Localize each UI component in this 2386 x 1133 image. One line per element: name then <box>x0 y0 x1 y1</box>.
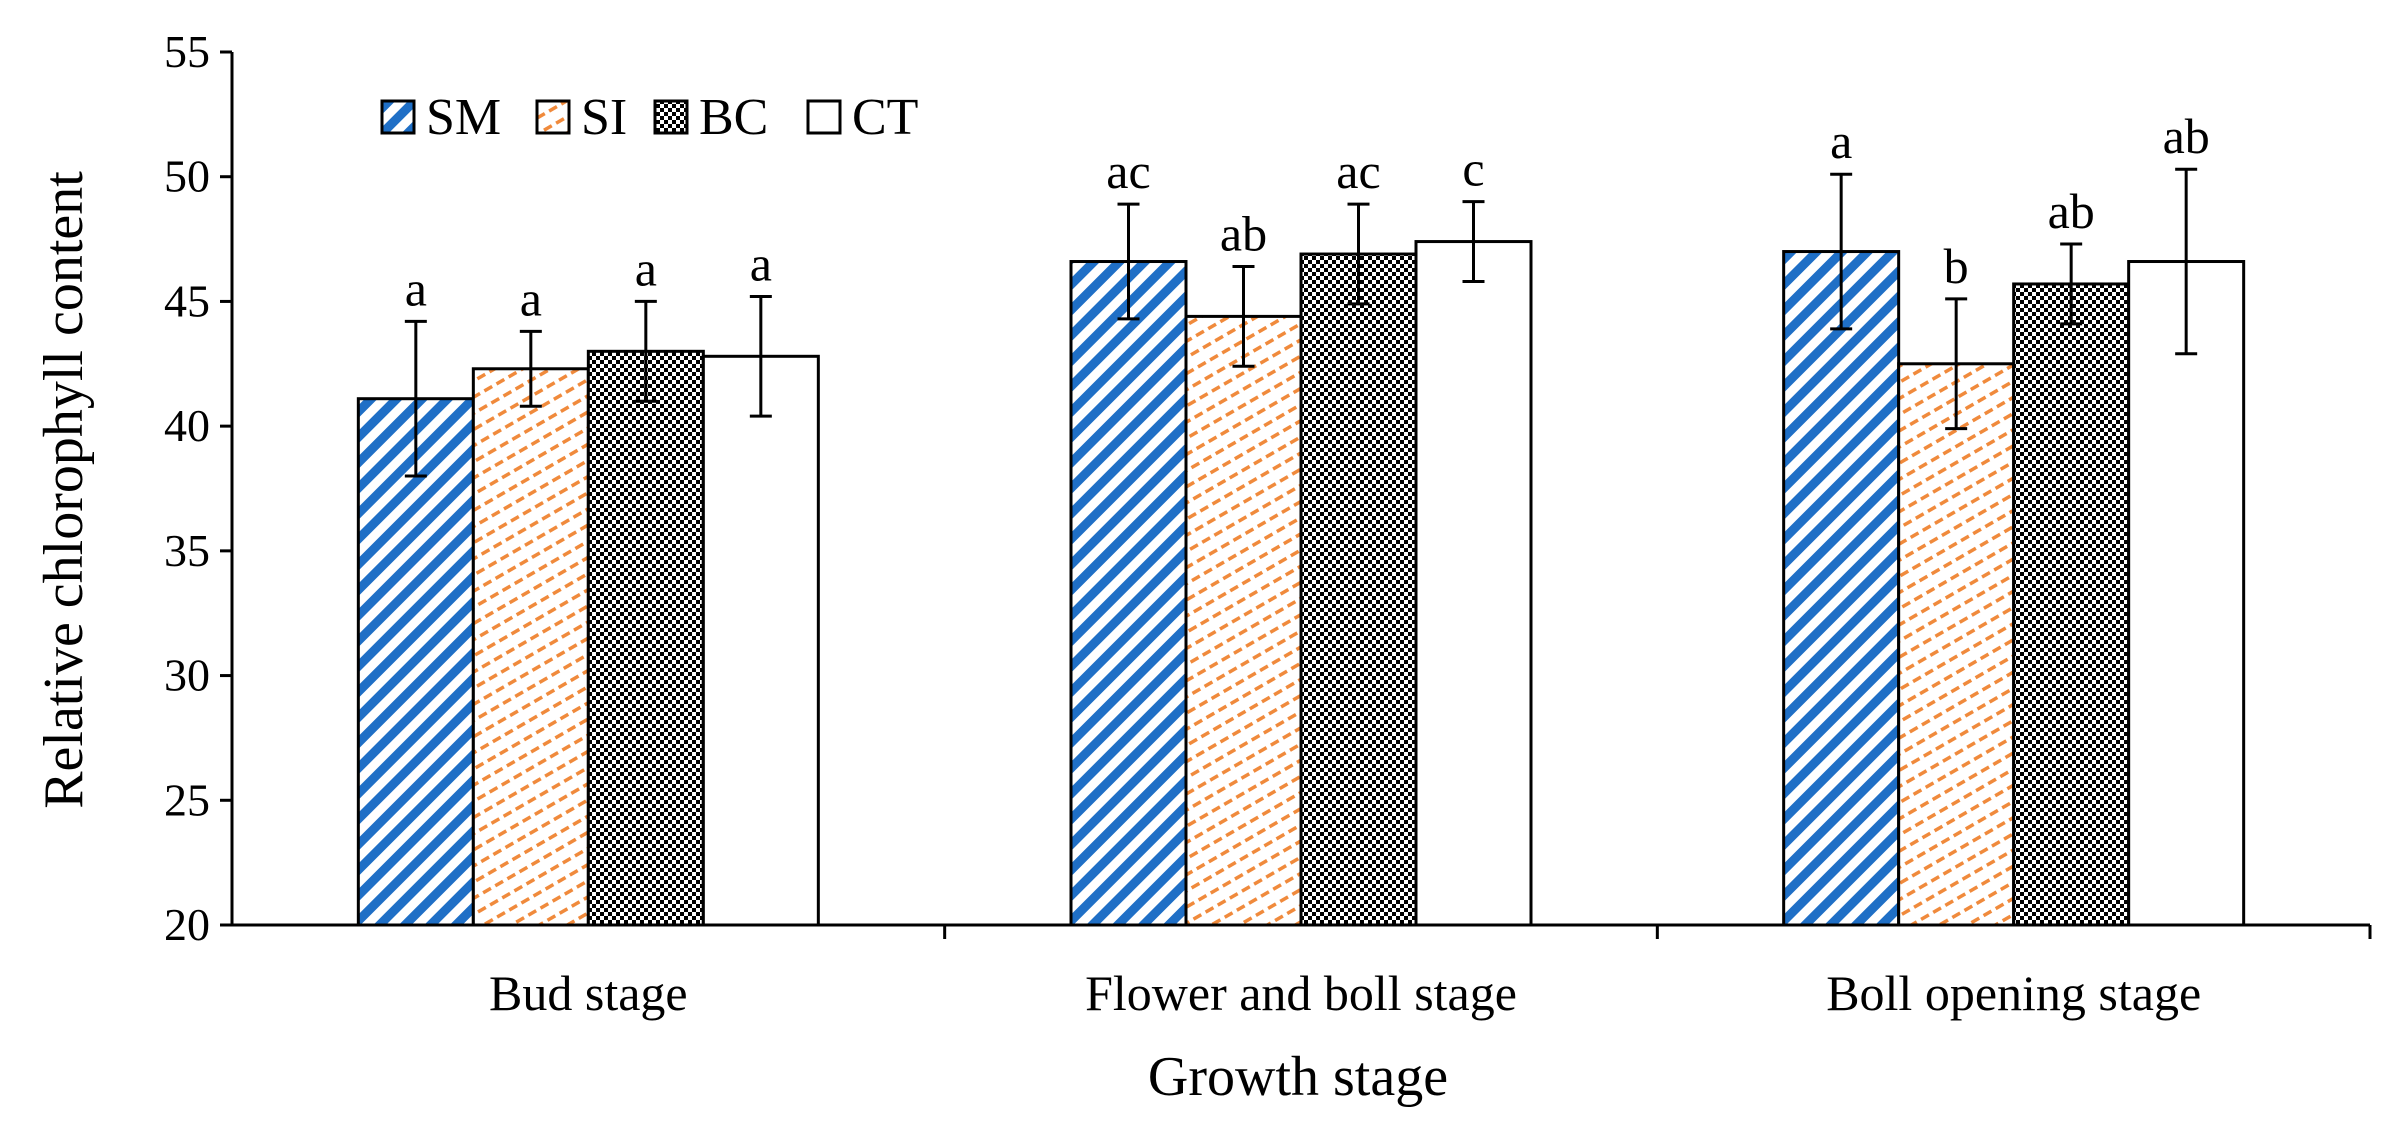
error-bar-si <box>1232 265 1255 368</box>
significance-letter: ac <box>1106 143 1150 199</box>
significance-letter: c <box>1462 141 1484 197</box>
error-bar-ct <box>1462 200 1485 283</box>
category-labels: Bud stage Flower and boll stage Boll openi… <box>489 965 2201 1021</box>
category-label: Boll opening stage <box>1826 965 2201 1021</box>
significance-letter: b <box>1944 238 1969 294</box>
bar-bc <box>2012 282 2131 927</box>
x-axis-title: Growth stage <box>1148 1046 1448 1108</box>
error-bars <box>404 167 2198 478</box>
error-bar-sm <box>404 319 427 478</box>
bar-bc <box>586 349 705 927</box>
y-tick-label: 45 <box>164 275 210 326</box>
legend-swatch <box>653 99 689 135</box>
bar-sm <box>1069 260 1188 927</box>
error-bar-bc <box>1347 202 1370 306</box>
y-tick-label: 35 <box>164 525 210 576</box>
bar-bc <box>1299 252 1418 927</box>
y-tick-label: 30 <box>164 650 210 701</box>
significance-letter: a <box>635 240 657 296</box>
error-bar-sm <box>1830 172 1853 331</box>
legend-swatch <box>806 99 842 135</box>
bar-sm <box>1782 250 1901 927</box>
error-bar-bc <box>2060 242 2083 326</box>
legend-swatch <box>535 99 571 135</box>
error-bar-ct <box>2175 167 2198 356</box>
significance-letter: ab <box>1220 206 1267 262</box>
bar-sm <box>356 397 475 927</box>
legend-item-sm: SM <box>380 89 501 146</box>
significance-letter: ab <box>2048 183 2095 239</box>
significance-letter: a <box>405 260 427 316</box>
bar-ct <box>2127 260 2246 927</box>
legend: SM SI BC CT <box>380 89 918 146</box>
bar-si <box>1897 362 2016 927</box>
bar-series <box>356 240 2246 927</box>
error-bar-si <box>1945 297 1968 431</box>
bar-ct <box>701 354 820 927</box>
bar-ct <box>1414 240 1533 927</box>
y-axis-ticks: 20 25 30 35 40 45 50 55 <box>164 26 232 950</box>
significance-letter: ac <box>1336 143 1380 199</box>
legend-label: BC <box>699 89 768 146</box>
legend-item-si: SI <box>535 89 627 146</box>
legend-label: SI <box>581 89 627 146</box>
error-bar-ct <box>749 294 772 418</box>
y-tick-label: 50 <box>164 151 210 202</box>
bar-si <box>1184 314 1303 927</box>
significance-letter: ab <box>2163 108 2210 164</box>
x-axis-ticks <box>943 925 2372 939</box>
legend-item-bc: BC <box>653 89 768 146</box>
error-bar-sm <box>1117 202 1140 321</box>
legend-label: SM <box>426 89 501 146</box>
category-label: Flower and boll stage <box>1085 965 1517 1021</box>
significance-letter: a <box>520 270 542 326</box>
y-tick-label: 40 <box>164 400 210 451</box>
y-tick-label: 25 <box>164 774 210 825</box>
bar-si <box>471 367 590 927</box>
y-tick-label: 20 <box>164 899 210 950</box>
error-bar-bc <box>634 299 657 403</box>
significance-letter: a <box>750 235 772 291</box>
legend-item-ct: CT <box>806 89 918 146</box>
legend-swatch <box>380 99 416 135</box>
category-label: Bud stage <box>489 965 688 1021</box>
legend-label: CT <box>852 89 918 146</box>
significance-letter: a <box>1830 113 1852 169</box>
error-bar-si <box>519 329 542 408</box>
y-tick-label: 55 <box>164 26 210 77</box>
y-axis-title: Relative chlorophyll content <box>33 171 95 809</box>
